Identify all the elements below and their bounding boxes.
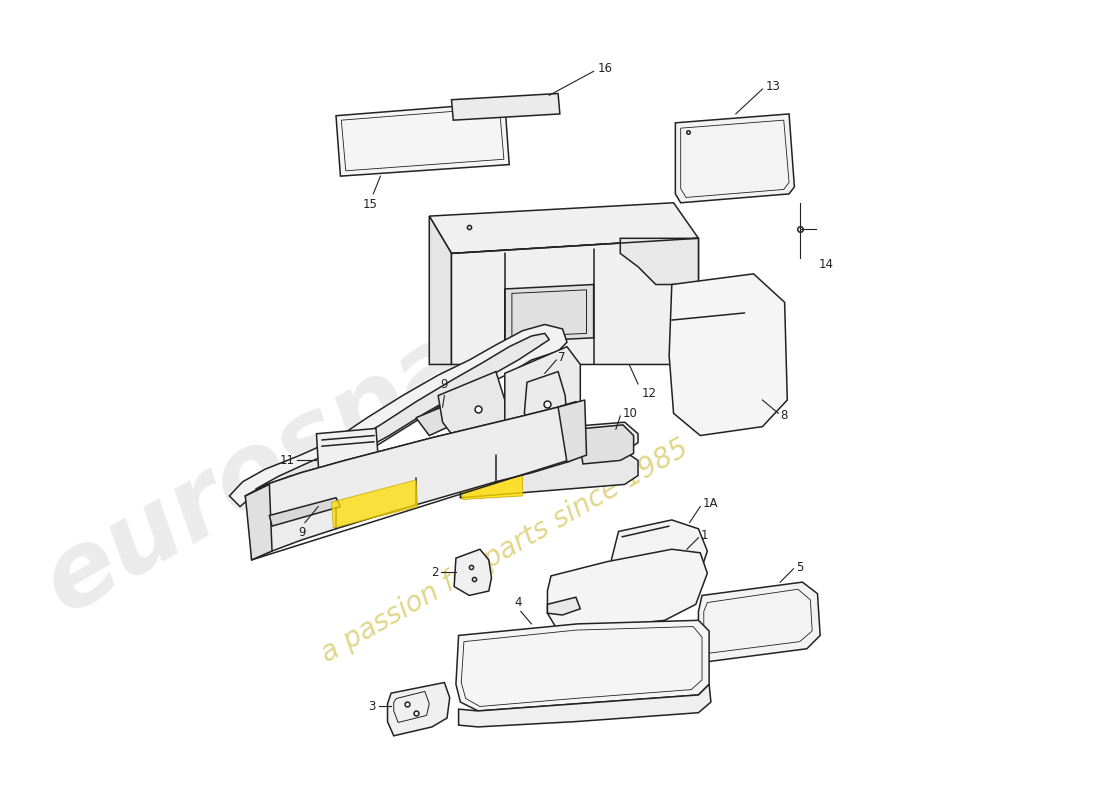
Polygon shape	[451, 238, 698, 365]
Text: 14: 14	[818, 258, 834, 270]
Polygon shape	[581, 425, 634, 464]
Polygon shape	[451, 94, 560, 120]
Polygon shape	[620, 238, 698, 285]
Polygon shape	[698, 582, 821, 662]
Text: 16: 16	[597, 62, 613, 75]
Text: 5: 5	[796, 561, 803, 574]
Polygon shape	[429, 216, 451, 365]
Polygon shape	[459, 684, 711, 727]
Text: 11: 11	[279, 454, 294, 467]
Text: 1: 1	[701, 530, 707, 542]
Polygon shape	[461, 422, 638, 464]
Text: 4: 4	[515, 596, 521, 609]
Polygon shape	[669, 274, 788, 435]
Polygon shape	[256, 334, 549, 498]
Polygon shape	[230, 325, 566, 506]
Polygon shape	[438, 371, 514, 451]
Polygon shape	[675, 114, 794, 202]
Text: eurospares: eurospares	[25, 218, 647, 635]
Text: a passion for parts since 1985: a passion for parts since 1985	[316, 434, 693, 668]
Polygon shape	[558, 400, 586, 462]
Polygon shape	[387, 682, 450, 736]
Polygon shape	[461, 451, 638, 498]
Polygon shape	[336, 102, 509, 176]
Polygon shape	[261, 475, 296, 506]
Text: 15: 15	[362, 198, 377, 211]
Text: 7: 7	[558, 351, 565, 364]
Polygon shape	[454, 550, 492, 595]
Polygon shape	[245, 402, 585, 560]
Polygon shape	[331, 480, 418, 528]
Text: 13: 13	[766, 80, 781, 93]
Polygon shape	[548, 598, 581, 615]
Text: 9: 9	[298, 526, 306, 539]
Text: 8: 8	[780, 410, 788, 422]
Polygon shape	[429, 202, 698, 254]
Text: 1A: 1A	[703, 498, 718, 510]
Text: 9: 9	[441, 378, 448, 391]
Text: 10: 10	[623, 407, 638, 420]
Polygon shape	[416, 395, 478, 435]
Text: 12: 12	[641, 386, 657, 400]
Text: 2: 2	[431, 566, 438, 579]
Polygon shape	[245, 484, 272, 560]
Polygon shape	[548, 550, 707, 631]
Polygon shape	[317, 429, 381, 492]
Polygon shape	[455, 620, 710, 711]
Polygon shape	[462, 461, 522, 499]
Polygon shape	[245, 402, 585, 534]
Polygon shape	[505, 285, 594, 342]
Polygon shape	[505, 346, 581, 446]
Text: 3: 3	[368, 700, 376, 713]
Polygon shape	[525, 371, 566, 435]
Polygon shape	[270, 498, 340, 526]
Polygon shape	[612, 520, 707, 586]
